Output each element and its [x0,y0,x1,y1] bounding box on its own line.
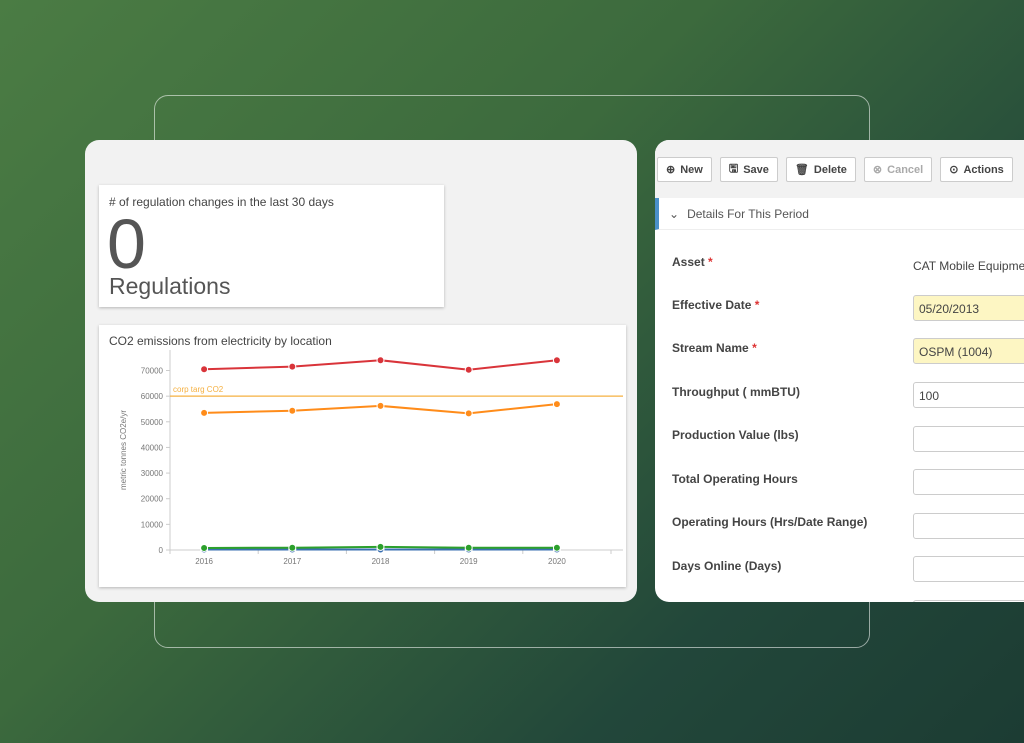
regulation-unit: Regulations [109,273,231,299]
x-tick-label: 2016 [195,557,213,566]
chart-title: CO2 emissions from electricity by locati… [109,334,332,348]
details-form-panel: ⊕ New 🖫 Save 🗑 Delete ⊗ Cancel ⊙ Actions ⌄ Det… [655,140,1024,602]
trash-icon: 🗑 [794,164,809,176]
regulation-changes-widget: # of regulation changes in the last 30 d… [99,185,444,307]
cancel-icon: ⊗ [872,164,883,176]
throughput-label: Throughput ( mmBTU) [672,385,800,399]
asset-value: CAT Mobile Equipme [913,259,1024,273]
reference-line-label: corp targ CO2 [173,385,224,394]
play-circle-icon: ⊙ [949,164,959,176]
data-point [464,365,473,374]
operating-hours-input[interactable] [913,513,1024,539]
plus-circle-icon: ⊕ [666,164,676,176]
production-value-input[interactable] [913,426,1024,452]
toolbar: ⊕ New 🖫 Save 🗑 Delete ⊗ Cancel ⊙ Actions [655,140,1024,198]
data-point [376,401,385,410]
chevron-down-icon: ⌄ [669,206,680,221]
days-online-label: Days Online (Days) [672,559,782,573]
x-tick-label: 2020 [548,557,566,566]
actions-button[interactable]: ⊙ Actions [940,157,1013,182]
throughput-input[interactable]: 100 [913,382,1024,408]
save-label: Save [743,163,769,176]
data-point [552,356,561,365]
effective-date-label: Effective Date * [672,298,760,312]
delete-label: Delete [813,163,847,176]
section-header[interactable]: ⌄ Details For This Period [655,198,1024,230]
cancel-label: Cancel [887,163,924,176]
data-point [552,543,561,552]
data-point [464,543,473,552]
asset-label: Asset * [672,255,713,269]
co2-line-chart: 0 10000 20000 30000 40000 50000 60000 70000 2016… [119,350,623,566]
y-tick-label: 30000 [141,469,164,478]
data-point [552,400,561,409]
widget-title: # of regulation changes in the last 30 d… [109,195,334,209]
dashboard-panel: # of regulation changes in the last 30 d… [85,140,637,602]
data-point [464,409,473,418]
delete-button[interactable]: 🗑 Delete [785,157,856,182]
y-tick-label: 60000 [141,392,164,401]
stream-name-input[interactable]: OSPM (1004) [913,338,1024,364]
data-point [200,543,209,552]
y-axis-label: metric tonnes CO2e/yr [119,410,128,490]
data-point [288,543,297,552]
new-label: New [680,163,703,176]
days-online-input[interactable] [913,556,1024,582]
effective-date-input[interactable]: 05/20/2013 [913,295,1024,321]
data-point [200,365,209,374]
y-tick-label: 0 [159,546,164,555]
x-tick-label: 2017 [283,557,301,566]
data-point [288,406,297,415]
total-operating-hours-input[interactable] [913,469,1024,495]
y-tick-label: 50000 [141,418,164,427]
operating-hours-label: Operating Hours (Hrs/Date Range) [672,515,868,529]
y-tick-label: 70000 [141,367,164,376]
y-tick-label: 40000 [141,443,164,452]
save-button[interactable]: 🖫 Save [719,157,778,182]
stream-name-label: Stream Name * [672,341,757,355]
data-point [376,356,385,365]
new-button[interactable]: ⊕ New [657,157,712,182]
production-value-label: Production Value (lbs) [672,428,799,442]
x-tick-label: 2019 [460,557,478,566]
co2-chart-widget: CO2 emissions from electricity by locati… [99,325,626,587]
data-point [376,542,385,551]
data-point [200,408,209,417]
save-icon: 🖫 [728,163,739,175]
data-point [288,362,297,371]
y-tick-label: 20000 [141,495,164,504]
next-input[interactable] [913,600,1024,602]
actions-label: Actions [963,163,1004,176]
cancel-button[interactable]: ⊗ Cancel [863,157,933,182]
x-tick-label: 2018 [372,557,390,566]
regulation-count: 0 [107,205,146,283]
y-tick-label: 10000 [141,520,164,529]
total-operating-hours-label: Total Operating Hours [672,472,798,486]
section-title: Details For This Period [687,206,809,221]
